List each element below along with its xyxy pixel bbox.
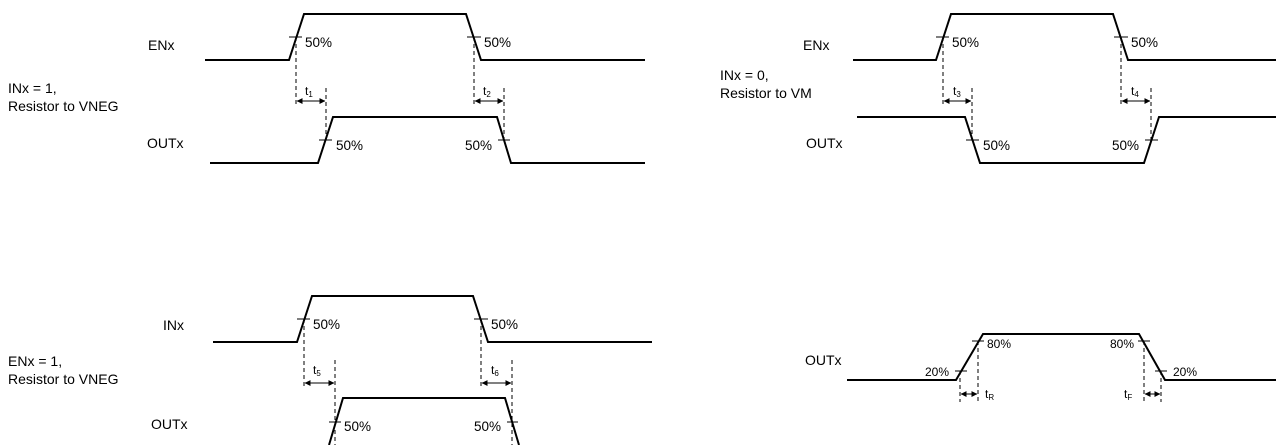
outx-signal-label: OUTx bbox=[805, 352, 842, 368]
fall-20-label: 20% bbox=[1173, 365, 1197, 379]
inx-signal-label: INx bbox=[163, 317, 184, 333]
tf-label: tF bbox=[1124, 387, 1132, 402]
diagram-enable-to-output-vm: ENx INx = 0, Resistor to VM OUTx 50% 50%… bbox=[720, 13, 1276, 164]
outx-rise-50-label: 50% bbox=[1112, 138, 1139, 153]
condition-line-1: ENx = 1, bbox=[8, 353, 62, 369]
t5-label: t5 bbox=[313, 363, 321, 378]
t4-label: t4 bbox=[1131, 84, 1139, 99]
enx-signal-label: ENx bbox=[803, 37, 829, 53]
rise-80-label: 80% bbox=[987, 337, 1011, 351]
outx-rise-50-label: 50% bbox=[344, 419, 371, 434]
enx-rise-50-label: 50% bbox=[305, 35, 332, 50]
diagram-input-to-output-vneg: INx ENx = 1, Resistor to VNEG OUTx 50% 5… bbox=[8, 295, 652, 445]
outx-fall-50-label: 50% bbox=[465, 138, 492, 153]
outx-waveform bbox=[210, 116, 645, 164]
enx-signal-label: ENx bbox=[148, 37, 174, 53]
outx-signal-label: OUTx bbox=[151, 416, 188, 432]
enx-fall-50-label: 50% bbox=[1131, 35, 1158, 50]
outx-signal-label: OUTx bbox=[147, 135, 184, 151]
condition-line-2: Resistor to VNEG bbox=[8, 371, 118, 387]
t2-label: t2 bbox=[483, 84, 491, 99]
tr-label: tR bbox=[985, 387, 994, 402]
rise-20-label: 20% bbox=[925, 365, 949, 379]
diagram-enable-to-output-vneg: ENx INx = 1, Resistor to VNEG OUTx 50% 5… bbox=[8, 13, 645, 164]
outx-waveform bbox=[857, 116, 1276, 164]
condition-line-1: INx = 0, bbox=[720, 67, 769, 83]
condition-line-2: Resistor to VNEG bbox=[8, 98, 118, 114]
condition-line-2: Resistor to VM bbox=[720, 85, 812, 101]
inx-fall-50-label: 50% bbox=[491, 317, 518, 332]
outx-waveform bbox=[847, 333, 1276, 381]
diagram-rise-fall-time: OUTx 20% 80% 80% 20% tR tF bbox=[805, 333, 1276, 402]
condition-line-1: INx = 1, bbox=[8, 80, 57, 96]
t3-label: t3 bbox=[953, 84, 961, 99]
enx-fall-50-label: 50% bbox=[484, 35, 511, 50]
outx-fall-50-label: 50% bbox=[983, 138, 1010, 153]
outx-rise-50-label: 50% bbox=[336, 138, 363, 153]
enx-waveform bbox=[205, 13, 645, 61]
enx-waveform bbox=[853, 13, 1276, 61]
inx-rise-50-label: 50% bbox=[313, 317, 340, 332]
outx-fall-50-label: 50% bbox=[474, 419, 501, 434]
t6-label: t6 bbox=[491, 363, 499, 378]
inx-waveform bbox=[213, 295, 652, 343]
enx-rise-50-label: 50% bbox=[952, 35, 979, 50]
t1-label: t1 bbox=[305, 84, 313, 99]
fall-80-label: 80% bbox=[1110, 337, 1134, 351]
outx-signal-label: OUTx bbox=[806, 135, 843, 151]
